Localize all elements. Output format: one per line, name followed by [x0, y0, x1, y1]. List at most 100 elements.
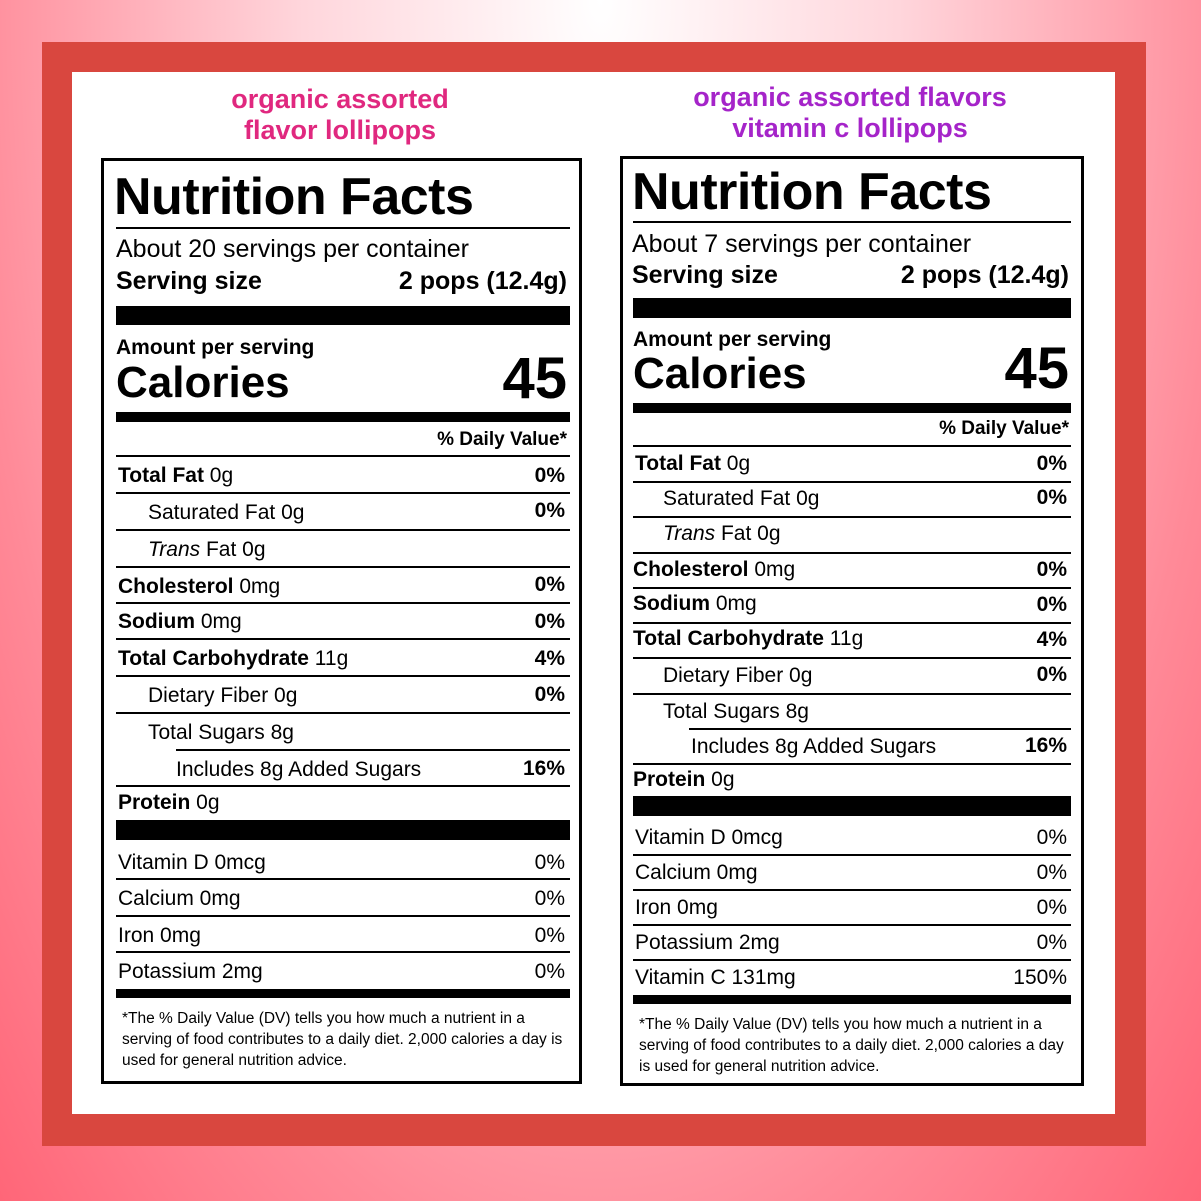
medium-divider [116, 412, 570, 422]
divider [116, 492, 570, 494]
right-heading-line1: organic assorted flavors [693, 82, 1007, 112]
calories-label: Calories [116, 358, 290, 407]
nutrient-name: Saturated Fat 0g [148, 501, 305, 524]
nutrient-dv: 0% [1036, 593, 1067, 616]
amount-per-serving: Amount per serving [633, 328, 832, 351]
right-product-heading: organic assorted flavors vitamin c lolli… [630, 82, 1070, 144]
vitamin-dv: 0% [1036, 826, 1067, 849]
divider [689, 728, 1071, 730]
divider [633, 481, 1071, 483]
nutrient-name: Total Sugars 8g [148, 721, 294, 744]
vitamin-dv: 0% [534, 851, 565, 874]
vitamin-name: Potassium 2mg [635, 931, 780, 954]
nutrient-name: Total Carbohydrate 11g [118, 647, 349, 670]
nutrient-name: Trans Fat 0g [148, 538, 266, 561]
nutrient-dv: 0% [1036, 663, 1067, 686]
divider [116, 915, 570, 917]
right-heading-line2: vitamin c lollipops [732, 113, 968, 143]
divider [633, 854, 1071, 856]
left-heading-line2: flavor lollipops [243, 115, 437, 145]
divider [633, 587, 1071, 589]
divider [633, 693, 1071, 695]
thick-divider [116, 820, 570, 840]
divider [176, 749, 570, 751]
nutrient-dv: 0% [534, 610, 565, 633]
nutrient-name: Total Sugars 8g [663, 700, 809, 723]
divider [116, 227, 570, 229]
medium-divider [116, 989, 570, 998]
nutrition-facts-title: Nutrition Facts [114, 168, 474, 226]
nutrient-name: Sodium 0mg [633, 592, 757, 615]
thick-divider [633, 298, 1071, 318]
vitamin-dv: 0% [1036, 896, 1067, 919]
vitamin-dv: 0% [1036, 931, 1067, 954]
serving-size-value: 2 pops (12.4g) [398, 267, 567, 295]
calories-value: 45 [502, 346, 567, 411]
divider [633, 959, 1071, 961]
right-nutrition-label: Nutrition Facts About 7 servings per con… [620, 156, 1084, 1086]
nutrition-facts-title: Nutrition Facts [632, 163, 992, 221]
vitamin-dv: 0% [534, 887, 565, 910]
nutrient-dv: 0% [534, 464, 565, 487]
divider [116, 785, 570, 787]
vitamin-name: Vitamin C 131mg [635, 966, 796, 989]
divider [633, 763, 1071, 765]
vitamin-name: Iron 0mg [118, 924, 201, 947]
vitamin-name: Calcium 0mg [635, 861, 758, 884]
nutrient-name: Sodium 0mg [118, 610, 242, 633]
nutrient-dv: 16% [1024, 734, 1067, 757]
divider [633, 924, 1071, 926]
vitamin-dv: 0% [534, 924, 565, 947]
nutrient-name: Dietary Fiber 0g [148, 684, 298, 707]
divider [633, 516, 1071, 518]
divider [116, 951, 570, 953]
medium-divider [633, 995, 1071, 1004]
daily-value-header: % Daily Value* [939, 418, 1069, 439]
servings-per-container: About 7 servings per container [632, 230, 972, 258]
divider [633, 889, 1071, 891]
serving-size-label: Serving size [116, 267, 262, 295]
divider [633, 622, 1071, 624]
nutrient-name: Cholesterol 0mg [633, 558, 796, 581]
thick-divider [633, 796, 1071, 816]
divider [116, 878, 570, 880]
divider [116, 712, 570, 714]
nutrient-dv: 0% [534, 683, 565, 706]
calories-label: Calories [633, 349, 807, 398]
vitamin-name: Vitamin D 0mcg [635, 826, 783, 849]
medium-divider [633, 403, 1071, 413]
nutrient-name: Total Fat 0g [118, 464, 234, 487]
divider [116, 675, 570, 677]
nutrient-dv: 0% [534, 499, 565, 522]
footnote: *The % Daily Value (DV) tells you how mu… [639, 1016, 1064, 1075]
divider [116, 566, 570, 568]
nutrient-name: Includes 8g Added Sugars [176, 758, 422, 781]
nutrient-name: Dietary Fiber 0g [663, 664, 813, 687]
nutrient-dv: 0% [1036, 452, 1067, 475]
divider [116, 455, 570, 457]
vitamin-name: Potassium 2mg [118, 960, 263, 983]
left-heading-line1: organic assorted [231, 84, 449, 114]
nutrient-dv: 0% [1036, 486, 1067, 509]
divider [116, 602, 570, 604]
daily-value-header: % Daily Value* [437, 429, 567, 450]
vitamin-name: Iron 0mg [635, 896, 718, 919]
nutrient-name: Protein 0g [118, 791, 220, 814]
nutrient-dv: 0% [1036, 558, 1067, 581]
divider [633, 657, 1071, 659]
divider [116, 638, 570, 640]
vitamin-name: Calcium 0mg [118, 887, 241, 910]
nutrient-dv: 4% [1036, 628, 1067, 651]
serving-size-label: Serving size [632, 261, 778, 289]
nutrient-dv: 4% [534, 647, 565, 670]
divider [116, 529, 570, 531]
servings-per-container: About 20 servings per container [116, 235, 469, 263]
vitamin-dv: 0% [534, 960, 565, 983]
nutrient-name: Trans Fat 0g [663, 522, 781, 545]
nutrient-name: Total Fat 0g [635, 452, 751, 475]
nutrient-name: Saturated Fat 0g [663, 487, 820, 510]
serving-size-value: 2 pops (12.4g) [900, 261, 1069, 289]
divider [633, 445, 1071, 447]
vitamin-dv: 0% [1036, 861, 1067, 884]
divider [633, 221, 1071, 223]
